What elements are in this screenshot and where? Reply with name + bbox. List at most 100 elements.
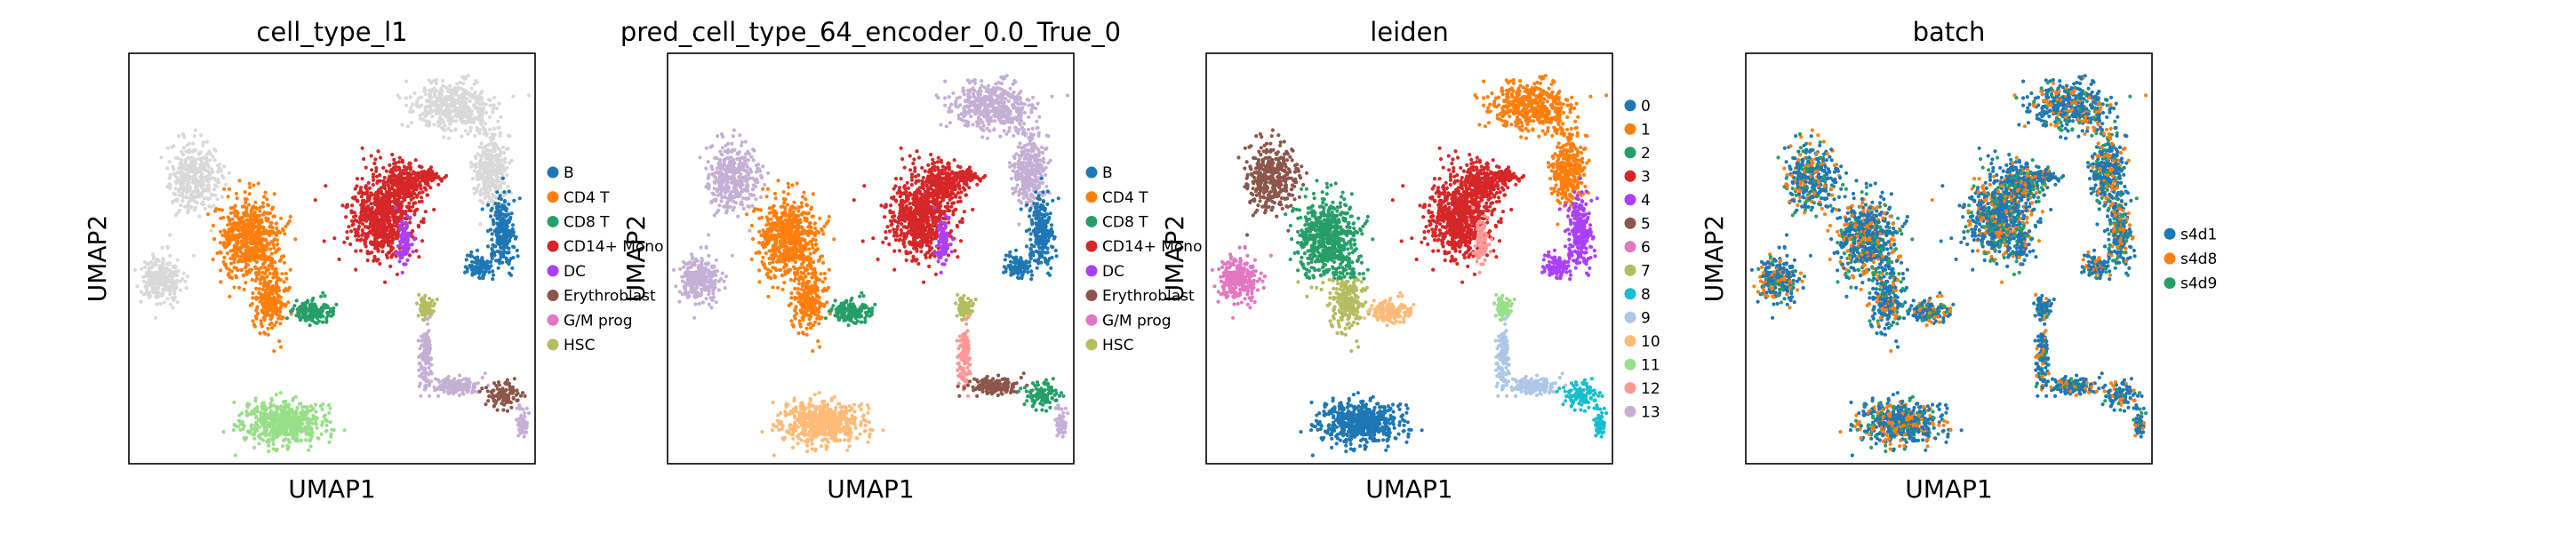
scatter-point	[435, 297, 439, 302]
scatter-point	[462, 76, 467, 81]
scatter-point	[460, 134, 464, 139]
scatter-point	[228, 294, 232, 298]
scatter-point	[320, 407, 324, 411]
scatter-point	[261, 262, 266, 266]
scatter-point	[476, 270, 481, 274]
scatter-point	[183, 279, 188, 283]
scatter-point	[227, 271, 231, 276]
scatter-point	[426, 322, 430, 326]
scatter-point	[429, 356, 434, 361]
scatter-point	[380, 232, 384, 236]
scatter-point	[516, 423, 521, 427]
scatter-point	[248, 220, 252, 225]
scatter-point	[480, 207, 484, 211]
scatter-point	[284, 287, 288, 291]
scatter-point	[374, 169, 379, 173]
scatter-point	[492, 180, 496, 185]
scatter-point	[191, 253, 196, 258]
scatter-point	[463, 270, 468, 274]
scatter-point	[238, 246, 243, 251]
scatter-point	[484, 102, 488, 107]
scatter-point	[524, 430, 529, 434]
scatter-point	[409, 106, 413, 110]
scatter-point	[518, 405, 523, 410]
scatter-point	[418, 306, 422, 311]
scatter-point	[352, 196, 357, 201]
scatter-point	[167, 160, 172, 164]
scatter-point	[152, 285, 156, 290]
scatter-point	[495, 217, 500, 221]
scatter-point	[215, 170, 220, 174]
scatter-point	[404, 191, 408, 195]
scatter-point	[424, 109, 428, 114]
legend-label: HSC	[564, 337, 595, 354]
scatter-point	[507, 251, 511, 255]
scatter-point	[404, 223, 409, 227]
scatter-point	[486, 156, 492, 161]
scatter-point	[511, 94, 516, 99]
scatter-point	[327, 310, 332, 314]
scatter-point	[407, 205, 412, 210]
scatter-point	[499, 242, 503, 246]
scatter-point	[397, 192, 402, 196]
scatter-point	[412, 237, 417, 242]
scatter-point	[261, 315, 266, 320]
scatter-point	[463, 100, 468, 105]
scatter-point	[919, 250, 924, 254]
scatter-point	[523, 410, 527, 415]
scatter-point	[395, 179, 399, 183]
scatter-point	[430, 88, 435, 92]
scatter-point	[252, 324, 257, 329]
scatter-point	[439, 179, 444, 183]
scatter-point	[387, 209, 391, 213]
scatter-point	[160, 263, 164, 267]
scatter-point	[408, 162, 412, 166]
y-axis-label: UMAP2	[83, 215, 112, 303]
scatter-point	[251, 235, 255, 240]
scatter-point	[161, 287, 165, 291]
scatter-point	[480, 376, 484, 380]
scatter-point	[510, 223, 516, 227]
scatter-point	[148, 260, 153, 265]
scatter-point	[411, 229, 415, 234]
scatter-point	[180, 131, 185, 136]
scatter-point	[328, 420, 332, 425]
scatter-point	[274, 221, 278, 226]
scatter-point	[428, 339, 432, 344]
scatter-point	[404, 96, 409, 100]
scatter-point	[374, 166, 379, 171]
scatter-point	[365, 258, 370, 263]
scatter-point	[179, 185, 183, 189]
scatter-point	[437, 91, 442, 96]
scatter-point	[411, 204, 415, 209]
scatter-point	[414, 249, 419, 253]
scatter-point	[228, 241, 232, 245]
scatter-point	[428, 305, 432, 309]
scatter-point	[298, 402, 302, 406]
scatter-point	[465, 379, 469, 384]
scatter-point	[499, 149, 503, 154]
scatter-point	[438, 108, 443, 113]
scatter-point	[383, 280, 388, 284]
scatter-point	[294, 314, 299, 318]
scatter-point	[300, 304, 305, 308]
legend-marker	[547, 191, 559, 203]
scatter-point	[380, 217, 384, 221]
scatter-point	[500, 203, 505, 208]
scatter-point	[492, 253, 497, 258]
scatter-point	[433, 377, 438, 381]
scatter-point	[363, 211, 367, 216]
scatter-point	[481, 276, 485, 281]
scatter-point	[429, 371, 434, 376]
scatter-point	[476, 183, 481, 187]
scatter-point	[173, 192, 178, 197]
scatter-point	[272, 192, 276, 196]
scatter-point	[178, 208, 182, 212]
scatter-point	[502, 213, 508, 218]
scatter-point	[420, 103, 424, 107]
scatter-point	[396, 219, 400, 224]
scatter-point	[325, 418, 330, 423]
scatter-point	[469, 250, 474, 254]
scatter-point	[258, 205, 262, 210]
scatter-point	[386, 236, 390, 241]
